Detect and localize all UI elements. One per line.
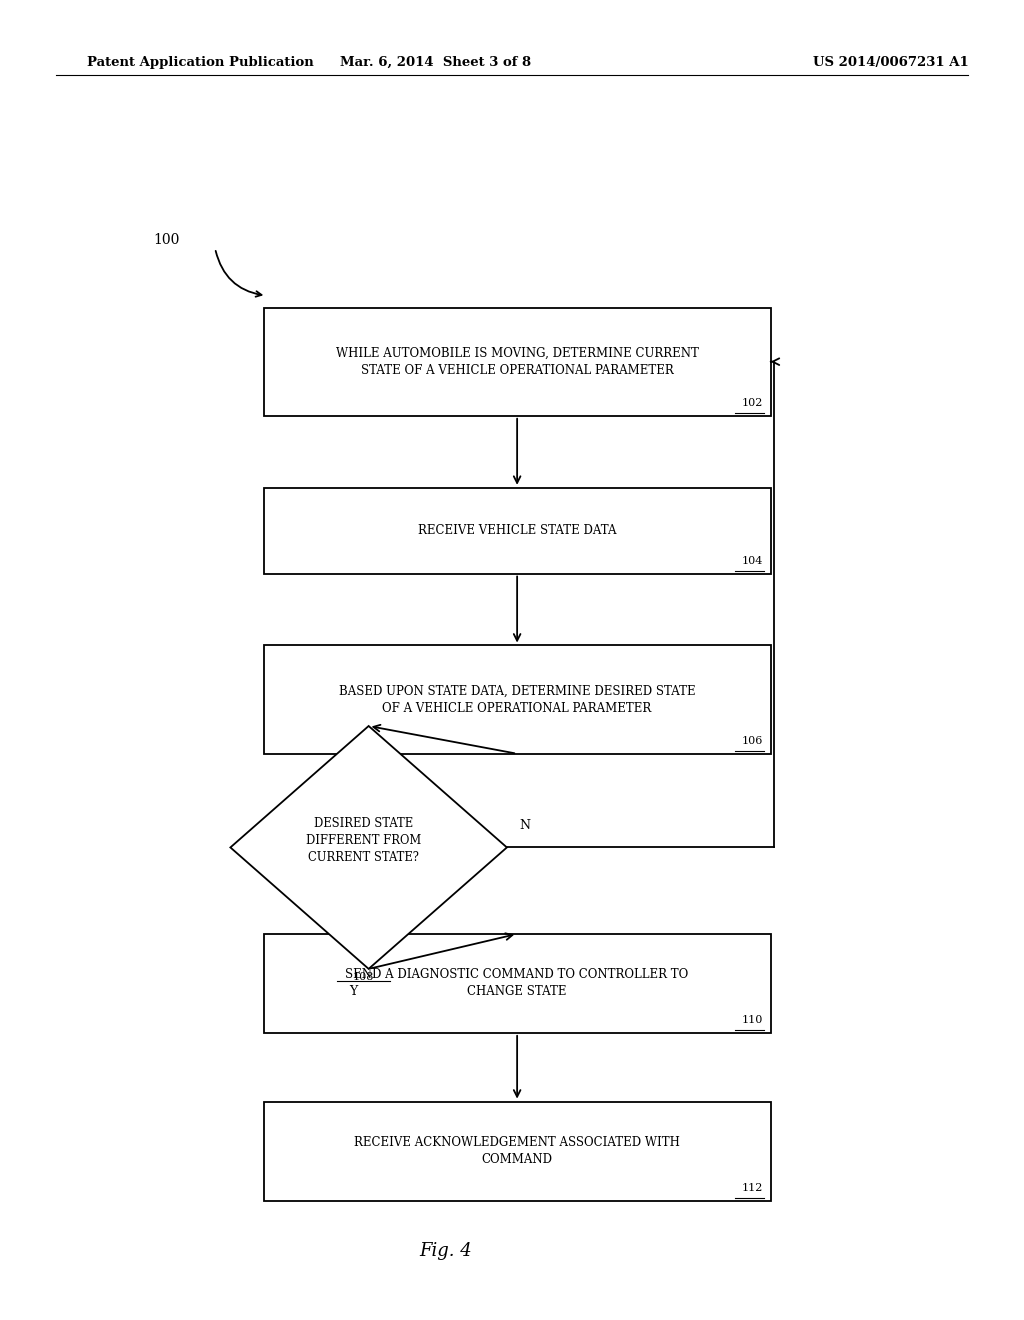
Text: DESIRED STATE
DIFFERENT FROM
CURRENT STATE?: DESIRED STATE DIFFERENT FROM CURRENT STA… <box>306 817 421 865</box>
Polygon shape <box>230 726 507 969</box>
Text: 104: 104 <box>742 556 763 565</box>
Text: SEND A DIAGNOSTIC COMMAND TO CONTROLLER TO
CHANGE STATE: SEND A DIAGNOSTIC COMMAND TO CONTROLLER … <box>345 969 689 998</box>
Bar <box>264 487 770 573</box>
Text: WHILE AUTOMOBILE IS MOVING, DETERMINE CURRENT
STATE OF A VEHICLE OPERATIONAL PAR: WHILE AUTOMOBILE IS MOVING, DETERMINE CU… <box>336 347 698 376</box>
Text: Y: Y <box>349 985 357 998</box>
Text: 100: 100 <box>153 234 179 247</box>
Text: 110: 110 <box>742 1015 763 1024</box>
Text: Patent Application Publication: Patent Application Publication <box>87 55 313 69</box>
Text: RECEIVE VEHICLE STATE DATA: RECEIVE VEHICLE STATE DATA <box>418 524 616 537</box>
Bar <box>264 645 770 754</box>
Text: RECEIVE ACKNOWLEDGEMENT ASSOCIATED WITH
COMMAND: RECEIVE ACKNOWLEDGEMENT ASSOCIATED WITH … <box>354 1137 680 1166</box>
Text: BASED UPON STATE DATA, DETERMINE DESIRED STATE
OF A VEHICLE OPERATIONAL PARAMETE: BASED UPON STATE DATA, DETERMINE DESIRED… <box>339 685 695 714</box>
Text: 102: 102 <box>742 397 763 408</box>
Bar <box>264 308 770 416</box>
Text: Mar. 6, 2014  Sheet 3 of 8: Mar. 6, 2014 Sheet 3 of 8 <box>340 55 530 69</box>
Text: 112: 112 <box>742 1183 763 1193</box>
Bar <box>264 1101 770 1201</box>
Text: US 2014/0067231 A1: US 2014/0067231 A1 <box>813 55 969 69</box>
Text: 106: 106 <box>742 735 763 746</box>
Text: 108: 108 <box>353 972 374 982</box>
Text: N: N <box>519 818 530 832</box>
Text: Fig. 4: Fig. 4 <box>419 1242 472 1261</box>
Bar <box>264 935 770 1032</box>
